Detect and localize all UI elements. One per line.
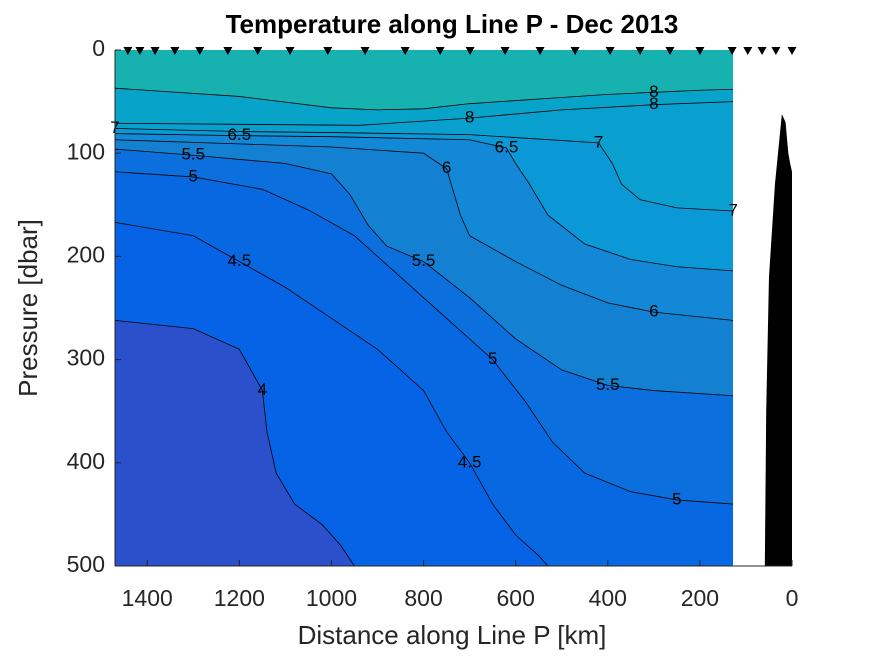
contour-label: 6.5 <box>495 138 519 157</box>
station-marker <box>500 47 510 55</box>
station-marker <box>635 47 645 55</box>
contour-line <box>114 87 734 111</box>
x-tick-label: 400 <box>589 585 627 611</box>
bathymetry <box>764 113 792 566</box>
x-tick-label: 1200 <box>214 585 265 611</box>
station-marker <box>435 47 445 55</box>
station-marker <box>570 47 580 55</box>
x-tick-label: 600 <box>496 585 534 611</box>
station-marker <box>400 47 410 55</box>
y-axis-label: Pressure [dbar] <box>13 219 43 397</box>
station-marker <box>150 47 160 55</box>
contour-line <box>114 221 549 567</box>
contour-label: 4 <box>258 380 267 399</box>
station-marker <box>360 47 370 55</box>
station-marker <box>135 47 145 55</box>
station-marker <box>465 47 475 55</box>
station-marker <box>285 47 295 55</box>
contour-band <box>115 320 355 566</box>
y-tick-label: 400 <box>67 448 105 474</box>
station-marker <box>123 47 133 55</box>
contour-label: 5 <box>672 489 681 508</box>
contour-label: 6 <box>442 158 451 177</box>
y-tick-label: 100 <box>67 138 105 164</box>
contour-line <box>114 101 734 126</box>
station-marker <box>743 47 753 55</box>
station-marker <box>535 47 545 55</box>
contour-label: 7 <box>594 132 603 151</box>
x-tick-label: 1000 <box>306 585 357 611</box>
y-tick-label: 500 <box>67 551 105 577</box>
contour-label: 8 <box>465 108 474 127</box>
contour-label: 5.5 <box>412 251 436 270</box>
station-marker <box>727 47 737 55</box>
contour-label: 8 <box>649 82 658 101</box>
overlays: 1400 1200 1000 800 600 400 200 0 0 100 200 300 400 50… <box>67 35 799 611</box>
contour-label: 5 <box>189 166 198 185</box>
contour-line <box>114 319 355 567</box>
station-marker <box>787 47 797 55</box>
contour-line <box>114 139 734 321</box>
station-marker <box>695 47 705 55</box>
contour-label: 6.5 <box>228 125 252 144</box>
contour-label: 6 <box>649 302 658 321</box>
contour-line <box>114 133 734 272</box>
station-marker <box>253 47 263 55</box>
x-tick-label: 200 <box>681 585 719 611</box>
contour-label: 8 <box>649 94 658 113</box>
y-tick-label: 200 <box>67 241 105 267</box>
contour-label: 7 <box>728 200 737 219</box>
contour-line <box>114 128 734 212</box>
contour-label: 4.5 <box>458 452 482 471</box>
contour-label: 5 <box>488 349 497 368</box>
y-tick-label: 0 <box>92 35 105 61</box>
contour-label: 5.5 <box>596 375 620 394</box>
contour-label: 4.5 <box>228 251 252 270</box>
x-tick-label: 0 <box>786 585 799 611</box>
y-tick-label: 300 <box>67 345 105 371</box>
contour-line <box>114 171 734 505</box>
contour-label: 5.5 <box>181 145 205 164</box>
station-marker <box>757 47 767 55</box>
station-marker <box>771 47 781 55</box>
station-marker <box>170 47 180 55</box>
contour-line <box>114 148 734 397</box>
station-marker <box>605 47 615 55</box>
x-tick-label: 800 <box>404 585 442 611</box>
station-marker <box>195 47 205 55</box>
x-tick-label: 1400 <box>122 585 173 611</box>
station-marker <box>223 47 233 55</box>
station-marker <box>323 47 333 55</box>
x-axis-label: Distance along Line P [km] <box>298 620 607 650</box>
station-marker <box>665 47 675 55</box>
contour-fills <box>115 50 734 566</box>
chart-title: Temperature along Line P - Dec 2013 <box>226 9 679 39</box>
